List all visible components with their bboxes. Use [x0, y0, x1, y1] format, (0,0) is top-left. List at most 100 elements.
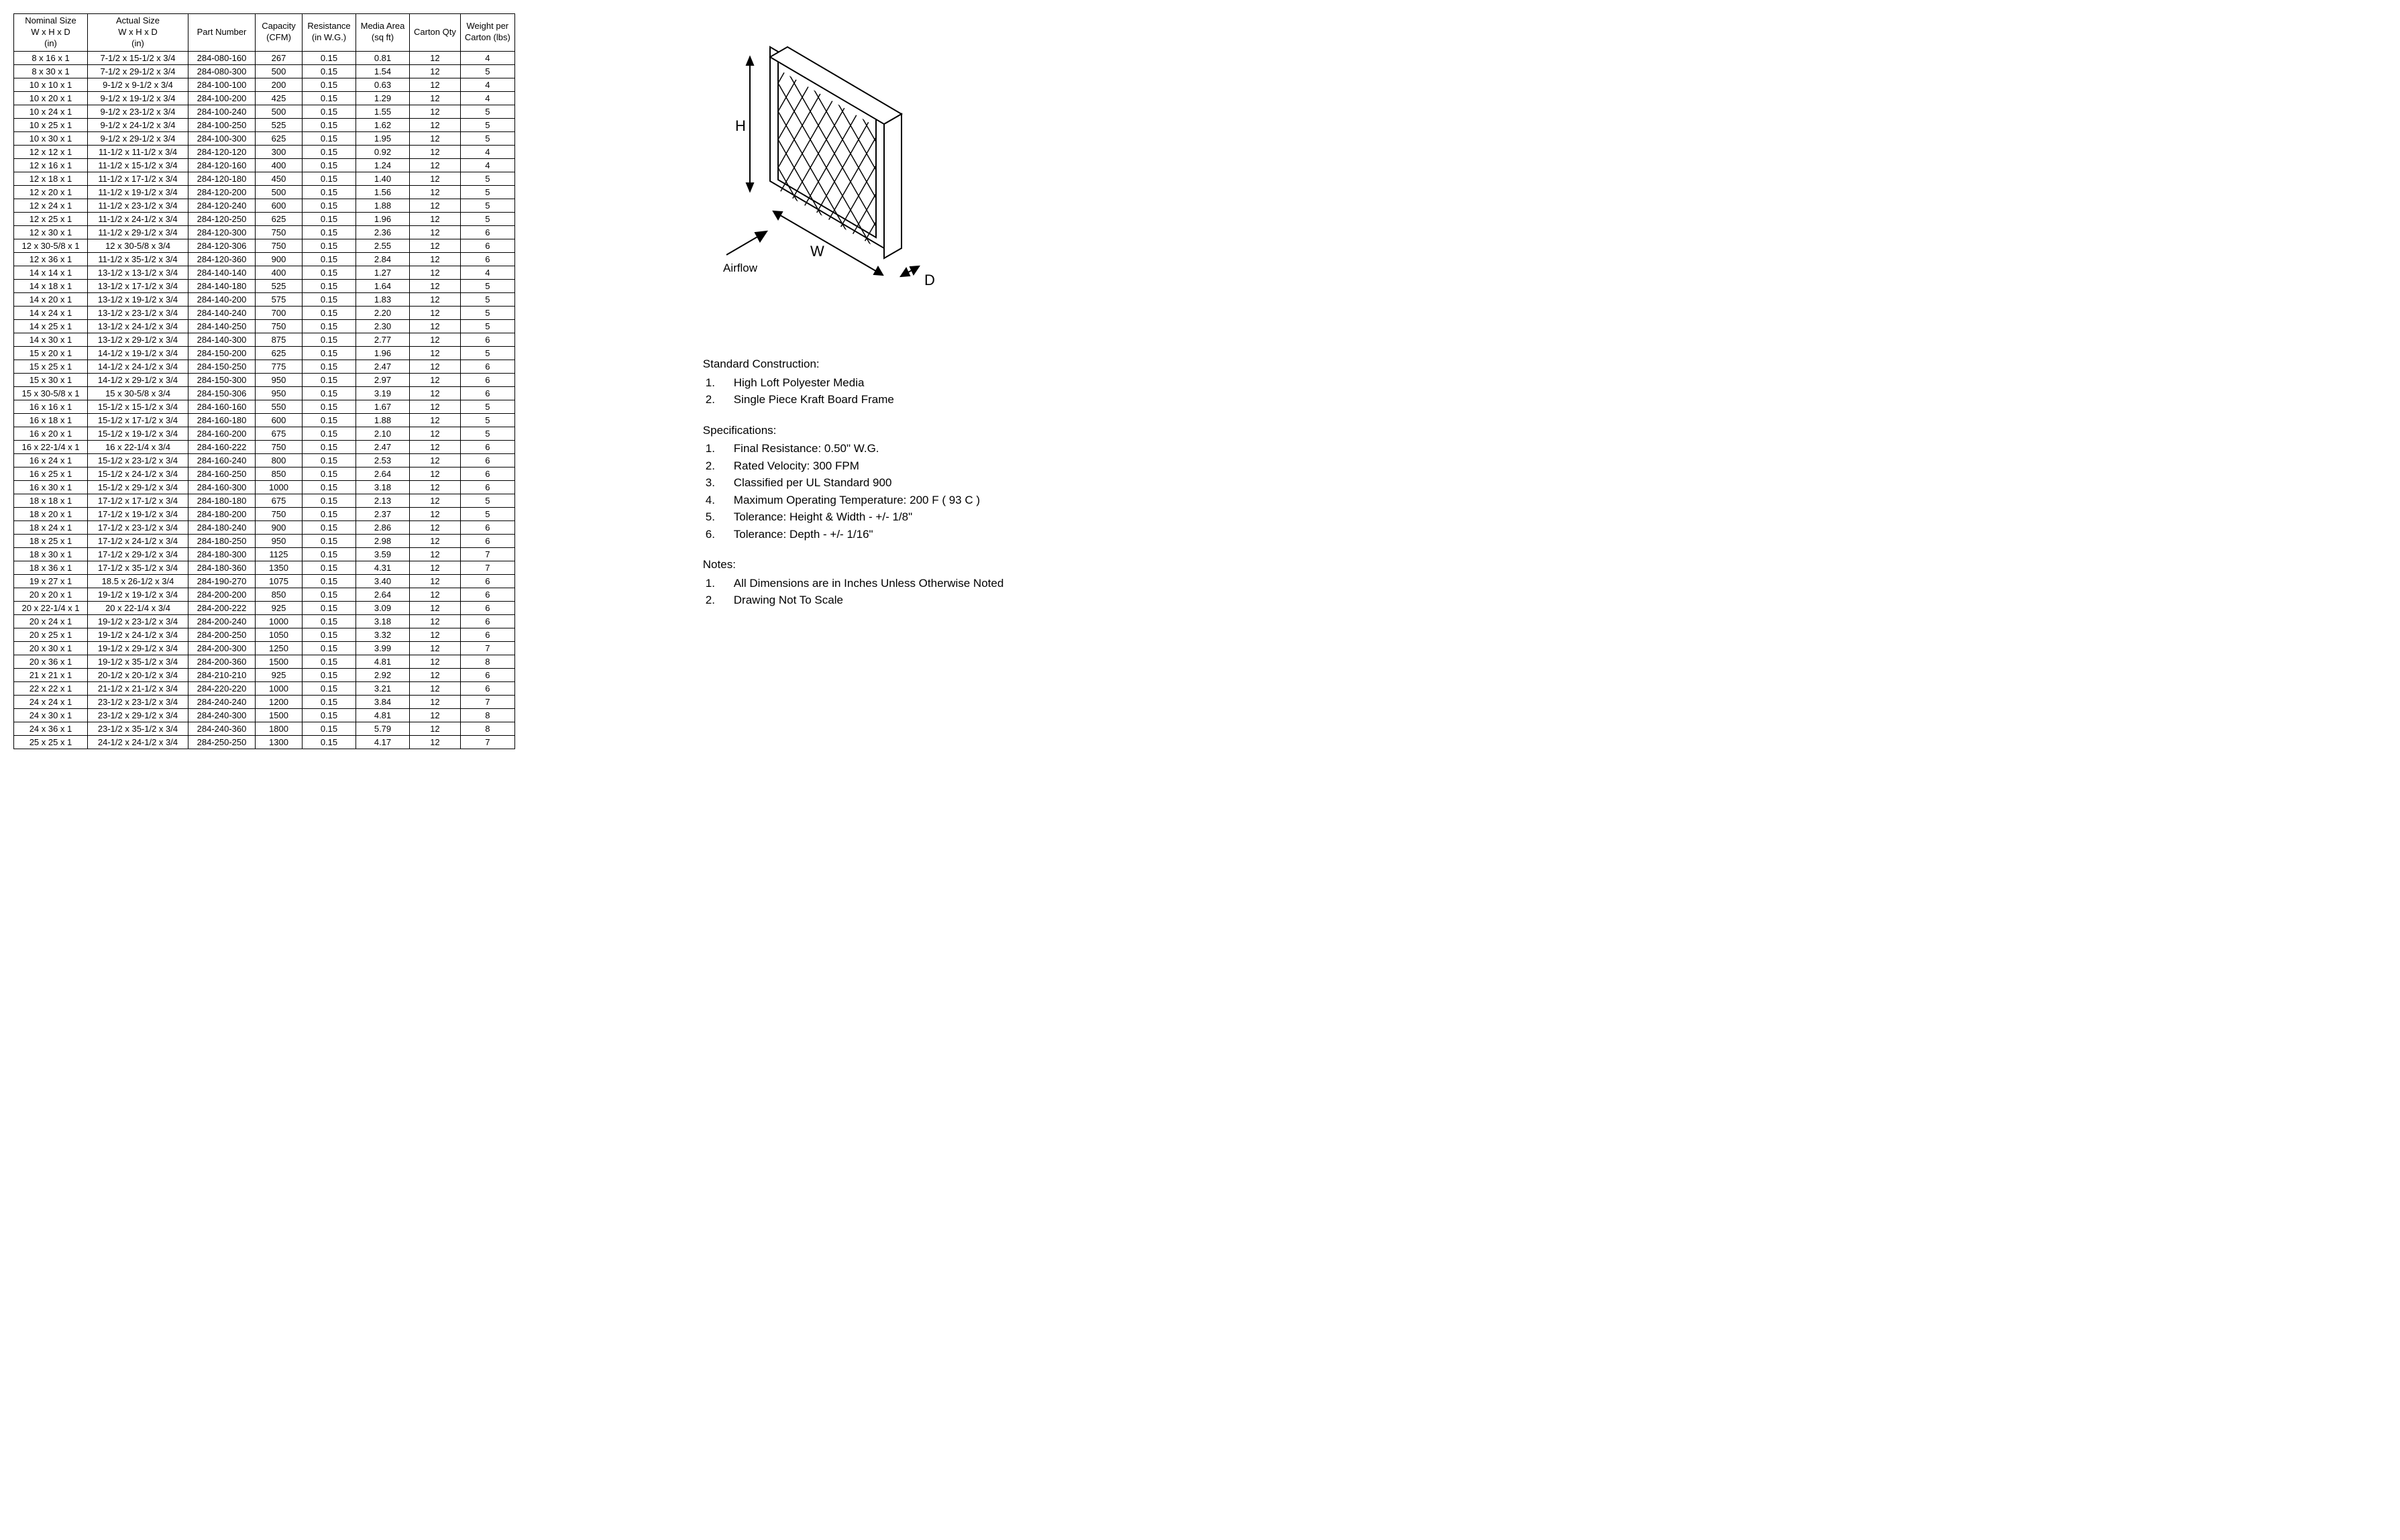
table-cell: 13-1/2 x 23-1/2 x 3/4: [88, 306, 188, 319]
table-cell: 750: [256, 319, 303, 333]
table-cell: 550: [256, 400, 303, 413]
table-cell: 1500: [256, 655, 303, 668]
table-cell: 12: [410, 158, 461, 172]
table-cell: 24 x 36 x 1: [14, 722, 88, 735]
table-cell: 9-1/2 x 29-1/2 x 3/4: [88, 131, 188, 145]
table-cell: 400: [256, 158, 303, 172]
table-cell: 1.64: [356, 279, 410, 292]
table-cell: 17-1/2 x 23-1/2 x 3/4: [88, 520, 188, 534]
notes-list: 1.All Dimensions are in Inches Unless Ot…: [703, 575, 1004, 609]
table-cell: 284-160-240: [188, 453, 256, 467]
table-cell: 525: [256, 118, 303, 131]
table-cell: 0.15: [303, 91, 356, 105]
table-cell: 12 x 18 x 1: [14, 172, 88, 185]
table-cell: 12: [410, 225, 461, 239]
table-cell: 1125: [256, 547, 303, 561]
table-cell: 12: [410, 252, 461, 266]
table-cell: 0.15: [303, 614, 356, 628]
table-cell: 284-140-240: [188, 306, 256, 319]
table-cell: 0.92: [356, 145, 410, 158]
table-row: 12 x 18 x 111-1/2 x 17-1/2 x 3/4284-120-…: [14, 172, 515, 185]
table-cell: 600: [256, 199, 303, 212]
table-cell: 284-080-300: [188, 64, 256, 78]
table-cell: 4.81: [356, 708, 410, 722]
list-item: 2.Rated Velocity: 300 FPM: [703, 457, 1004, 475]
table-cell: 400: [256, 266, 303, 279]
table-cell: 15-1/2 x 17-1/2 x 3/4: [88, 413, 188, 427]
table-cell: 284-180-200: [188, 507, 256, 520]
table-cell: 2.64: [356, 467, 410, 480]
table-cell: 11-1/2 x 23-1/2 x 3/4: [88, 199, 188, 212]
table-row: 15 x 25 x 114-1/2 x 24-1/2 x 3/4284-150-…: [14, 360, 515, 373]
table-cell: 9-1/2 x 23-1/2 x 3/4: [88, 105, 188, 118]
table-cell: 0.15: [303, 427, 356, 440]
table-cell: 5: [460, 319, 514, 333]
table-cell: 1350: [256, 561, 303, 574]
table-cell: 0.15: [303, 212, 356, 225]
table-cell: 5: [460, 306, 514, 319]
table-cell: 17-1/2 x 24-1/2 x 3/4: [88, 534, 188, 547]
table-cell: 284-200-200: [188, 588, 256, 601]
table-cell: 13-1/2 x 24-1/2 x 3/4: [88, 319, 188, 333]
table-cell: 12: [410, 413, 461, 427]
table-cell: 284-220-220: [188, 681, 256, 695]
table-cell: 7: [460, 561, 514, 574]
table-cell: 18 x 24 x 1: [14, 520, 88, 534]
table-cell: 12 x 36 x 1: [14, 252, 88, 266]
table-cell: 1.83: [356, 292, 410, 306]
table-cell: 800: [256, 453, 303, 467]
table-cell: 12: [410, 427, 461, 440]
table-cell: 625: [256, 131, 303, 145]
table-cell: 18 x 25 x 1: [14, 534, 88, 547]
table-row: 14 x 24 x 113-1/2 x 23-1/2 x 3/4284-140-…: [14, 306, 515, 319]
table-cell: 284-200-360: [188, 655, 256, 668]
table-cell: 16 x 22-1/4 x 1: [14, 440, 88, 453]
table-cell: 6: [460, 467, 514, 480]
table-cell: 284-080-160: [188, 51, 256, 64]
table-cell: 284-160-250: [188, 467, 256, 480]
table-cell: 500: [256, 105, 303, 118]
table-cell: 20 x 20 x 1: [14, 588, 88, 601]
table-cell: 284-250-250: [188, 735, 256, 749]
table-cell: 17-1/2 x 29-1/2 x 3/4: [88, 547, 188, 561]
table-cell: 1.54: [356, 64, 410, 78]
table-cell: 13-1/2 x 19-1/2 x 3/4: [88, 292, 188, 306]
table-cell: 0.15: [303, 346, 356, 360]
table-cell: 200: [256, 78, 303, 91]
table-cell: 6: [460, 239, 514, 252]
construction-heading: Standard Construction:: [703, 355, 1004, 373]
table-cell: 3.99: [356, 641, 410, 655]
table-cell: 2.37: [356, 507, 410, 520]
table-cell: 1.56: [356, 185, 410, 199]
table-row: 20 x 25 x 119-1/2 x 24-1/2 x 3/4284-200-…: [14, 628, 515, 641]
table-cell: 850: [256, 467, 303, 480]
table-cell: 284-140-140: [188, 266, 256, 279]
table-cell: 6: [460, 668, 514, 681]
column-header: Nominal SizeW x H x D(in): [14, 14, 88, 52]
table-cell: 12: [410, 360, 461, 373]
table-cell: 1000: [256, 681, 303, 695]
table-cell: 18 x 20 x 1: [14, 507, 88, 520]
table-cell: 21-1/2 x 21-1/2 x 3/4: [88, 681, 188, 695]
table-cell: 12: [410, 601, 461, 614]
table-cell: 2.64: [356, 588, 410, 601]
table-cell: 0.15: [303, 172, 356, 185]
table-cell: 12: [410, 547, 461, 561]
table-cell: 0.15: [303, 453, 356, 467]
table-cell: 0.15: [303, 440, 356, 453]
table-cell: 2.55: [356, 239, 410, 252]
table-cell: 12: [410, 534, 461, 547]
table-cell: 7-1/2 x 29-1/2 x 3/4: [88, 64, 188, 78]
table-cell: 14 x 24 x 1: [14, 306, 88, 319]
table-cell: 284-120-250: [188, 212, 256, 225]
table-cell: 2.84: [356, 252, 410, 266]
table-cell: 7: [460, 641, 514, 655]
table-cell: 1050: [256, 628, 303, 641]
table-cell: 12: [410, 507, 461, 520]
table-cell: 19-1/2 x 35-1/2 x 3/4: [88, 655, 188, 668]
table-cell: 0.15: [303, 158, 356, 172]
table-cell: 0.15: [303, 199, 356, 212]
table-cell: 284-140-250: [188, 319, 256, 333]
table-cell: 2.13: [356, 494, 410, 507]
table-cell: 6: [460, 453, 514, 467]
